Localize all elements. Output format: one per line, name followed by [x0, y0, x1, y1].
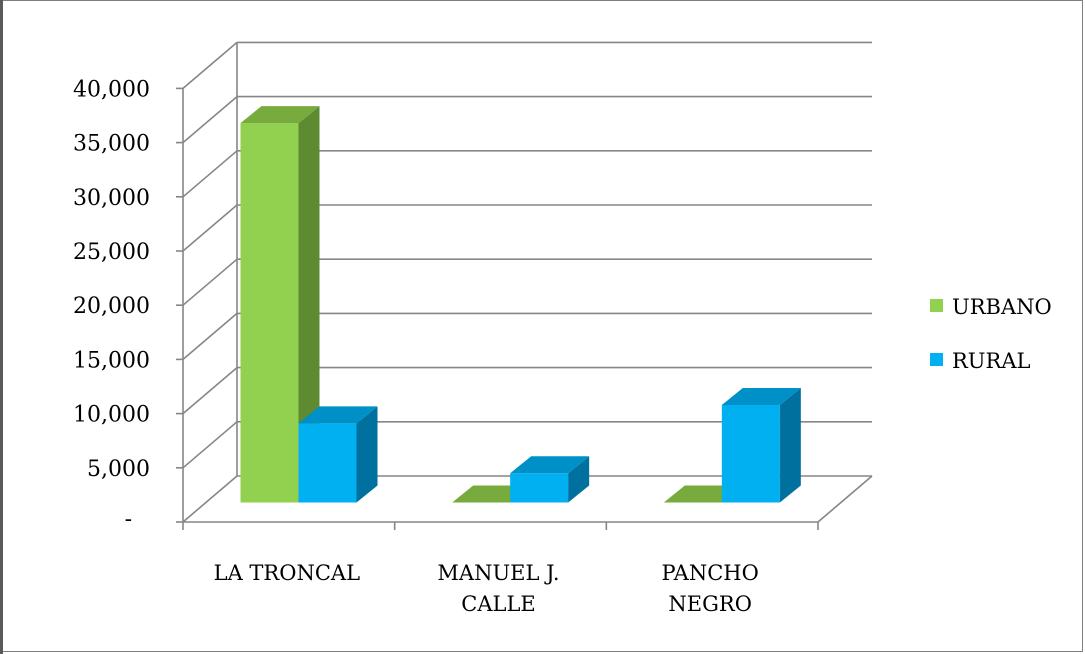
legend-swatch	[930, 299, 943, 312]
bar-rural-2	[722, 388, 801, 503]
gridline-side	[183, 259, 237, 305]
y-tick-label: 40,000	[73, 77, 150, 102]
legend-swatch	[930, 353, 943, 366]
legend-item-rural: RURAL	[930, 349, 1030, 373]
legend: URBANO RURAL	[930, 295, 1052, 373]
gridline-side	[183, 205, 237, 251]
bar-side	[780, 388, 801, 503]
x-tick-label-line: CALLE	[461, 592, 535, 616]
y-tick-label: 30,000	[73, 186, 150, 211]
legend-item-urbano: URBANO	[930, 295, 1052, 319]
bar-front	[241, 123, 299, 502]
y-tick-label: 20,000	[73, 294, 150, 319]
y-tick-label: 10,000	[73, 403, 150, 428]
gridline-side	[183, 97, 237, 143]
bar-rural-1	[510, 456, 589, 502]
legend-label: RURAL	[952, 349, 1030, 373]
floor-right-edge	[818, 476, 872, 522]
x-tick-label: MANUEL J. CALLE	[437, 561, 559, 616]
x-tick-label-line: LA TRONCAL	[214, 561, 360, 585]
x-tick-labels: LA TRONCAL MANUEL J. CALLE PANCHO NEGRO	[214, 561, 759, 616]
y-tick-labels: - 5,000 10,000 15,000 20,000 25,000 30,000 35,0…	[73, 77, 150, 532]
gridline-side	[183, 368, 237, 414]
gridline-side	[183, 422, 237, 468]
y-tick-label: 5,000	[87, 457, 150, 482]
y-tick-label: -	[125, 507, 132, 532]
x-tick-label-line: NEGRO	[668, 592, 752, 616]
gridline-side	[183, 313, 237, 359]
bar-front	[510, 473, 568, 502]
gridline-side	[183, 151, 237, 197]
x-tick-label-line: PANCHO	[661, 561, 758, 585]
x-tick-label: PANCHO NEGRO	[661, 561, 758, 616]
gridline-side	[183, 476, 237, 522]
bar-front	[299, 423, 357, 502]
x-tick-label-line: MANUEL J.	[437, 561, 559, 585]
legend-label: URBANO	[952, 295, 1052, 319]
bar-rural-0	[299, 406, 378, 502]
gridline-side	[183, 42, 237, 88]
y-tick-label: 25,000	[73, 240, 150, 265]
x-tick-label: LA TRONCAL	[214, 561, 360, 585]
y-tick-label: 15,000	[73, 348, 150, 373]
bar-front	[722, 405, 780, 503]
bars	[241, 106, 801, 502]
y-tick-label: 35,000	[73, 132, 150, 157]
